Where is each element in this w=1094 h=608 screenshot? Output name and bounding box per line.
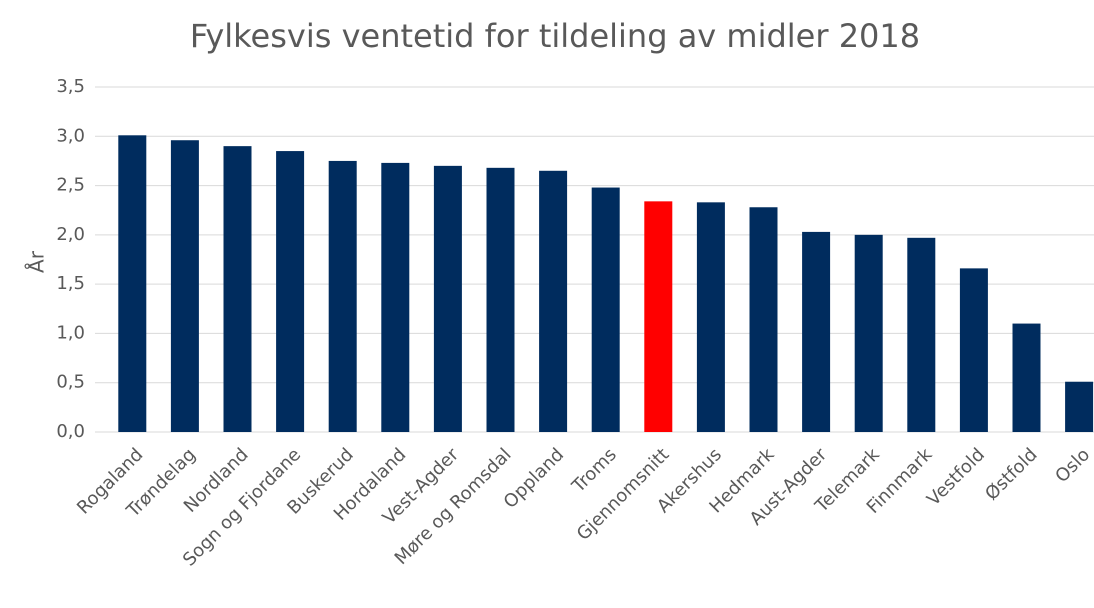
bar bbox=[1065, 381, 1094, 432]
y-tick-label: 2,5 bbox=[56, 175, 85, 196]
bar bbox=[539, 170, 568, 433]
bar bbox=[802, 231, 831, 432]
bar bbox=[644, 201, 673, 432]
bar bbox=[854, 234, 883, 432]
chart-title: Fylkesvis ventetid for tildeling av midl… bbox=[190, 17, 920, 55]
bar bbox=[959, 268, 988, 432]
bar bbox=[381, 162, 410, 432]
y-tick-label: 0,0 bbox=[56, 421, 85, 442]
bar bbox=[223, 146, 252, 432]
bar bbox=[328, 160, 357, 432]
y-tick-label: 1,0 bbox=[56, 322, 85, 343]
x-tick-label: Oslo bbox=[1051, 444, 1094, 487]
bar bbox=[170, 140, 199, 432]
x-tick-label: Østfold bbox=[981, 444, 1041, 504]
y-tick-label: 3,0 bbox=[56, 125, 85, 146]
y-tick-label: 3,5 bbox=[56, 76, 85, 97]
bar bbox=[591, 187, 620, 432]
y-axis-label: År bbox=[25, 250, 49, 273]
bar bbox=[907, 237, 936, 432]
bar bbox=[486, 167, 515, 433]
bar bbox=[276, 151, 305, 433]
x-tick-label: Vestfold bbox=[923, 444, 989, 510]
y-tick-label: 2,0 bbox=[56, 224, 85, 245]
bar bbox=[1012, 323, 1041, 432]
bar bbox=[433, 165, 462, 432]
bar bbox=[118, 135, 147, 433]
bar bbox=[749, 207, 778, 432]
x-tick-label: Gjennomsnitt bbox=[573, 444, 674, 545]
bar bbox=[696, 202, 725, 432]
y-tick-label: 0,5 bbox=[56, 372, 85, 393]
y-tick-label: 1,5 bbox=[56, 273, 85, 294]
